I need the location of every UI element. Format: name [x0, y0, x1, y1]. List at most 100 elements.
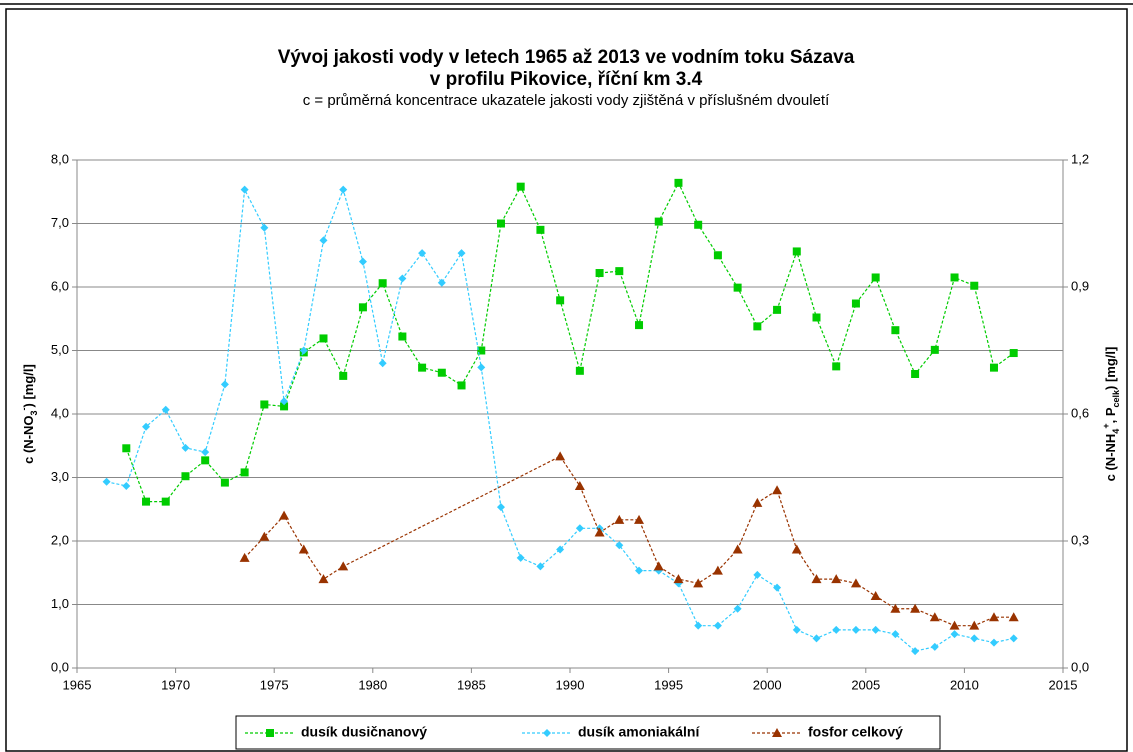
marker: [752, 497, 763, 507]
marker: [220, 380, 229, 389]
y2-tick-label: 0,0: [1071, 659, 1089, 674]
x-tick-label: 1980: [358, 677, 387, 692]
chart-frame: [5, 8, 1128, 752]
marker: [949, 620, 960, 630]
marker: [674, 178, 683, 187]
y-tick-label: 7,0: [51, 215, 69, 230]
legend-label: dusík dusičnanový: [301, 724, 427, 740]
marker: [279, 510, 290, 520]
marker: [635, 321, 644, 330]
marker: [142, 422, 151, 431]
marker: [870, 591, 881, 601]
marker: [791, 544, 802, 554]
marker: [220, 478, 229, 487]
marker: [614, 514, 625, 524]
marker: [950, 273, 959, 282]
y2-tick-label: 0,3: [1071, 532, 1089, 547]
marker: [457, 249, 466, 258]
chart-title: v profilu Pikovice, říční km 3.4: [430, 69, 703, 90]
marker: [437, 368, 446, 377]
series-line: [125, 181, 1015, 503]
axis-label-part: ) [mg/l]: [21, 364, 36, 407]
marker: [418, 363, 427, 372]
marker: [516, 553, 525, 562]
x-tick-label: 1995: [654, 677, 683, 692]
marker: [319, 334, 328, 343]
marker: [543, 729, 551, 737]
marker: [654, 217, 663, 226]
marker: [950, 630, 959, 639]
marker: [753, 570, 762, 579]
y2-tick-label: 0,6: [1071, 405, 1089, 420]
axis-label: c (N-NO3-) [mg/l]: [19, 364, 39, 464]
x-tick-label: 2000: [753, 677, 782, 692]
marker: [732, 544, 743, 554]
marker: [851, 625, 860, 634]
marker: [575, 366, 584, 375]
marker: [298, 544, 309, 554]
y-tick-label: 5,0: [51, 342, 69, 357]
marker: [318, 574, 329, 584]
marker: [280, 402, 289, 411]
marker: [988, 612, 999, 622]
marker: [772, 728, 782, 737]
marker: [201, 448, 210, 457]
marker: [653, 561, 664, 571]
marker: [733, 283, 742, 292]
marker: [615, 541, 624, 550]
marker: [634, 514, 645, 524]
x-tick-label: 1965: [63, 677, 92, 692]
y-tick-label: 1,0: [51, 596, 69, 611]
marker: [850, 578, 861, 588]
marker: [536, 225, 545, 234]
marker: [694, 220, 703, 229]
marker: [556, 545, 565, 554]
marker: [555, 451, 566, 461]
marker: [574, 480, 585, 490]
series-line: [106, 187, 1014, 652]
marker: [594, 527, 605, 537]
axis-label-part: , P: [1103, 407, 1118, 423]
marker: [615, 267, 624, 276]
marker: [142, 497, 151, 506]
marker: [339, 185, 348, 194]
marker: [891, 630, 900, 639]
marker: [851, 299, 860, 308]
marker: [457, 381, 466, 390]
axis-label-part: c (N-NO: [21, 415, 36, 463]
axis-label-part: -: [19, 407, 29, 410]
marker: [181, 443, 190, 452]
marker: [989, 638, 998, 647]
marker: [1009, 634, 1018, 643]
marker: [477, 363, 486, 372]
marker: [516, 182, 525, 191]
axis-label-part: 4: [1111, 429, 1121, 434]
marker: [575, 524, 584, 533]
marker: [477, 346, 486, 355]
marker: [930, 642, 939, 651]
marker: [418, 249, 427, 258]
marker: [812, 313, 821, 322]
marker: [753, 322, 762, 331]
marker: [733, 604, 742, 613]
marker: [266, 729, 274, 737]
marker: [496, 503, 505, 512]
marker: [122, 444, 131, 453]
marker: [556, 296, 565, 305]
y2-tick-label: 1,2: [1071, 151, 1089, 166]
marker: [378, 279, 387, 288]
y-tick-label: 6,0: [51, 278, 69, 293]
marker: [811, 574, 822, 584]
marker: [437, 278, 446, 287]
marker: [338, 561, 349, 571]
y-tick-label: 4,0: [51, 405, 69, 420]
marker: [181, 472, 190, 481]
marker: [970, 634, 979, 643]
marker: [891, 326, 900, 335]
marker: [989, 363, 998, 372]
x-tick-label: 1990: [556, 677, 585, 692]
marker: [536, 562, 545, 571]
marker: [240, 468, 249, 477]
marker: [398, 332, 407, 341]
marker: [339, 371, 348, 380]
